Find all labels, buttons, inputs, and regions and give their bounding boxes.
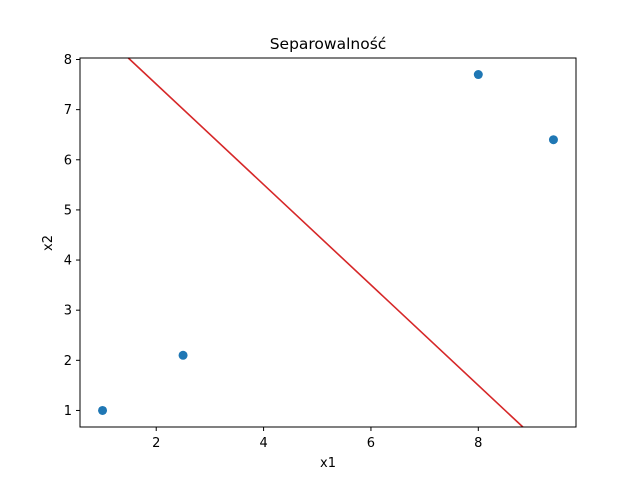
y-tick-label: 8 — [64, 53, 72, 68]
scatter-point — [98, 405, 108, 415]
plot-area — [98, 57, 558, 428]
x-axis-label: x1 — [320, 456, 336, 471]
y-tick-label: 1 — [64, 404, 72, 419]
axes-frame — [79, 57, 577, 428]
scatter-point — [548, 135, 558, 145]
y-tick-label: 3 — [64, 304, 72, 319]
chart-title: Separowalność — [270, 35, 387, 53]
separating-line — [127, 57, 524, 428]
scatter-point — [473, 70, 483, 80]
y-tick-label: 5 — [64, 203, 72, 218]
x-tick-label: 6 — [367, 436, 375, 451]
x-tick-label: 2 — [152, 436, 160, 451]
scatter-point — [178, 350, 188, 360]
y-axis: 1 2 3 4 5 6 7 8 — [64, 53, 80, 419]
x-tick-label: 8 — [474, 436, 482, 451]
y-tick-label: 7 — [64, 103, 72, 118]
y-tick-label: 4 — [64, 254, 72, 269]
y-tick-label: 6 — [64, 153, 72, 168]
x-tick-label: 4 — [259, 436, 267, 451]
x-axis: 2 4 6 8 — [152, 427, 482, 451]
y-tick-label: 2 — [64, 354, 72, 369]
y-axis-label: x2 — [41, 235, 56, 251]
